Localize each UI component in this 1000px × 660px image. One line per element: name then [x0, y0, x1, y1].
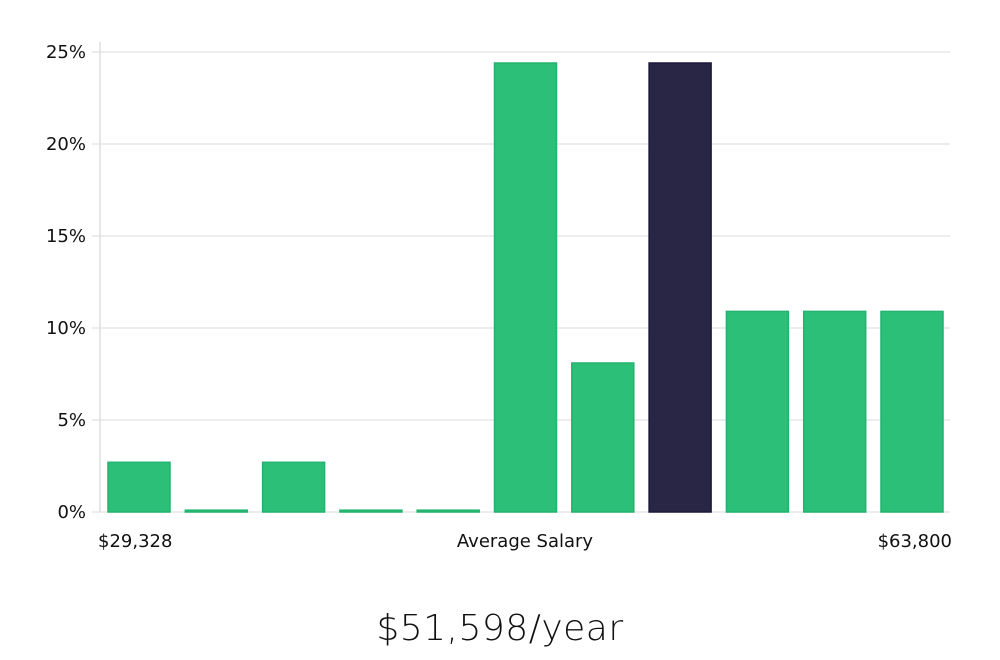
x-axis-title: Average Salary: [457, 531, 594, 552]
bar: [107, 461, 171, 513]
bar: [802, 310, 867, 513]
bar-highlighted: [648, 62, 712, 513]
y-tick-label: 0%: [57, 502, 86, 523]
average-salary-headline: $51,598/year: [376, 608, 624, 649]
bar: [493, 62, 558, 513]
bar: [261, 461, 326, 513]
y-axis-ticks: 0% 5% 10% 15% 20% 25%: [46, 42, 86, 523]
bar: [725, 310, 790, 513]
y-tick-label: 15%: [46, 226, 86, 247]
salary-histogram: 0% 5% 10% 15% 20% 25% $29,328 Average Salary …: [46, 42, 952, 552]
bars: [107, 62, 944, 513]
y-tick-label: 20%: [46, 134, 86, 155]
bar: [571, 362, 635, 513]
y-tick-label: 10%: [46, 318, 86, 339]
x-min-label: $29,328: [98, 531, 172, 552]
y-tick-label: 5%: [57, 410, 86, 431]
bar: [184, 509, 249, 513]
y-tick-label: 25%: [46, 42, 86, 63]
bar: [416, 509, 480, 513]
bar: [339, 509, 403, 513]
x-axis-labels: $29,328 Average Salary $63,800: [98, 531, 952, 552]
bar: [880, 310, 944, 513]
x-max-label: $63,800: [878, 531, 952, 552]
